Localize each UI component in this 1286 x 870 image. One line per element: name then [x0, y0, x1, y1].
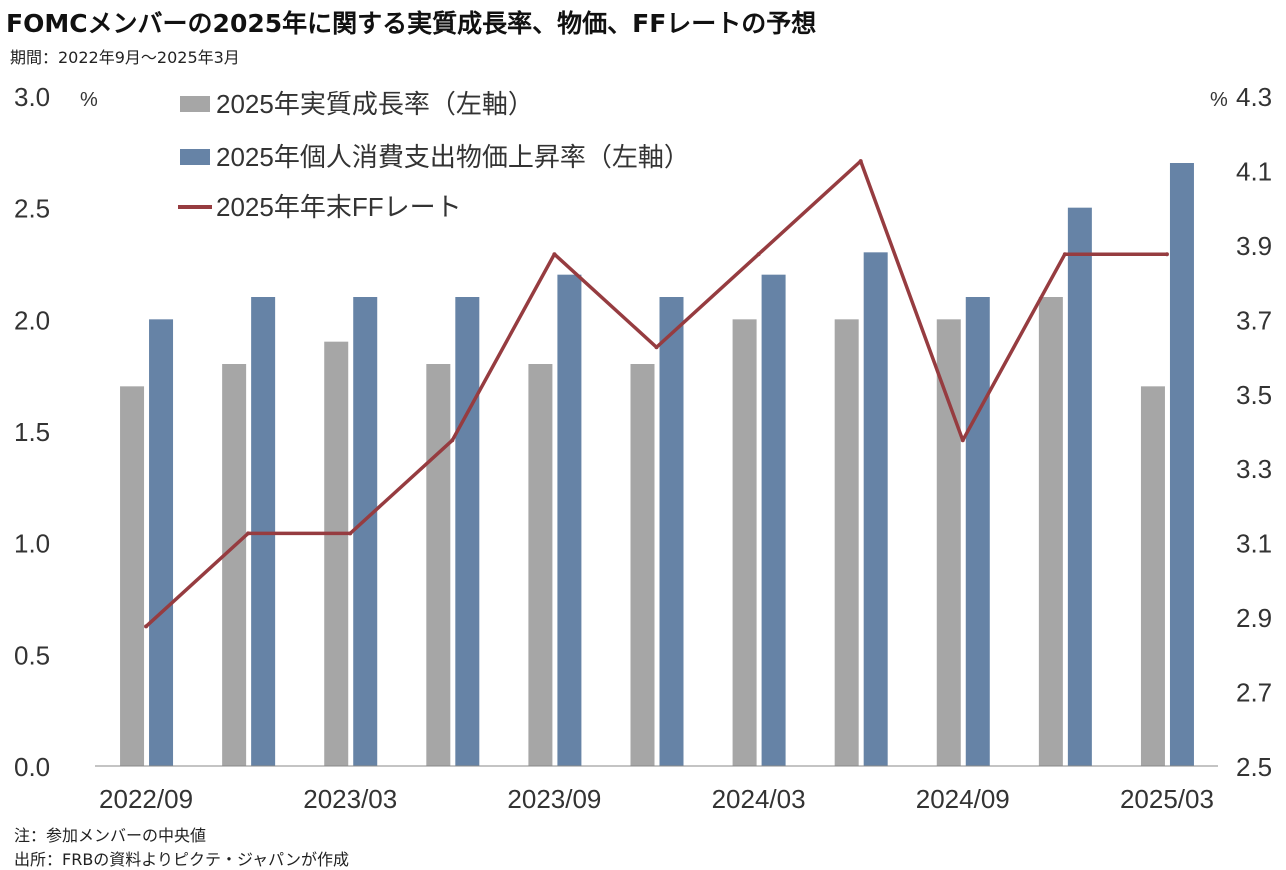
- y-right-tick-label-2: 2.9: [1236, 603, 1272, 633]
- bar-pce-1: [251, 297, 276, 766]
- point-ffrate-5: [654, 345, 659, 350]
- bar-pce-4: [557, 274, 582, 766]
- y-right-tick-label-3: 3.1: [1236, 529, 1272, 559]
- legend-label-0: 2025年実質成長率（左軸）: [216, 89, 534, 119]
- x-tick-label-2: 2023/09: [507, 784, 601, 814]
- bar-gdp-2: [324, 341, 349, 766]
- bar-gdp-0: [120, 386, 145, 766]
- legend-label-2: 2025年年末FFレート: [216, 192, 462, 222]
- y-right-tick-label-7: 3.9: [1236, 231, 1272, 261]
- y-left-tick-label-3: 1.5: [14, 417, 50, 447]
- bars-layer: [120, 163, 1194, 767]
- bar-pce-7: [863, 252, 888, 767]
- y-right-tick-label-9: 4.3: [1236, 82, 1272, 112]
- bar-pce-10: [1169, 163, 1194, 766]
- point-ffrate-0: [144, 624, 149, 629]
- line-ffrate: [144, 159, 1167, 628]
- bar-pce-5: [659, 297, 684, 766]
- bar-gdp-5: [630, 364, 655, 766]
- x-tick-label-0: 2022/09: [99, 784, 193, 814]
- bar-pce-6: [761, 274, 786, 766]
- y-left-tick-label-5: 2.5: [14, 194, 50, 224]
- y-right-tick-label-0: 2.5: [1236, 752, 1272, 782]
- bar-pce-8: [965, 297, 990, 766]
- y-left-tick-label-1: 0.5: [14, 640, 50, 670]
- x-tick-label-5: 2025/03: [1120, 784, 1214, 814]
- legend-swatch-1: [180, 149, 210, 165]
- point-ffrate-3: [450, 438, 455, 443]
- y-right-tick-label-5: 3.5: [1236, 380, 1272, 410]
- chart-title: FOMCメンバーの2025年に関する実質成長率、物価、FFレートの予想: [6, 9, 817, 38]
- point-ffrate-1: [246, 531, 251, 536]
- bar-pce-2: [353, 297, 378, 766]
- bar-gdp-8: [936, 319, 961, 766]
- point-ffrate-10: [1164, 252, 1169, 257]
- point-ffrate-4: [552, 252, 557, 257]
- y-left-tick-label-0: 0.0: [14, 752, 50, 782]
- bar-gdp-10: [1140, 386, 1165, 766]
- point-ffrate-7: [858, 159, 863, 164]
- source-note: 出所：FRBの資料よりピクテ・ジャパンが作成: [14, 850, 349, 869]
- point-ffrate-9: [1062, 252, 1067, 257]
- point-ffrate-8: [960, 438, 965, 443]
- chart-subtitle: 期間：2022年9月～2025年3月: [10, 48, 240, 67]
- bar-pce-9: [1067, 207, 1092, 766]
- legend-label-1: 2025年個人消費支出物価上昇率（左軸）: [216, 142, 690, 172]
- bar-gdp-6: [732, 319, 757, 766]
- x-tick-label-1: 2023/03: [303, 784, 397, 814]
- y-right-tick-label-1: 2.7: [1236, 678, 1272, 708]
- y-right-tick-label-8: 4.1: [1236, 156, 1272, 186]
- x-tick-label-3: 2024/03: [712, 784, 806, 814]
- point-ffrate-2: [348, 531, 353, 536]
- x-tick-label-4: 2024/09: [916, 784, 1010, 814]
- y-right-tick-label-4: 3.3: [1236, 454, 1272, 484]
- line-layer: [144, 159, 1169, 629]
- y-left-unit: %: [80, 89, 98, 111]
- axes-layer: 0.0 0.5 1.0 1.5 2.0 2.5 3.0 % 2.5 2.7 2.9 3.1 3.3 3.5…: [14, 82, 1272, 814]
- bar-gdp-9: [1038, 297, 1063, 766]
- y-right-tick-label-6: 3.7: [1236, 305, 1272, 335]
- bar-gdp-1: [222, 364, 247, 766]
- point-ffrate-6: [756, 252, 761, 257]
- bar-gdp-4: [528, 364, 553, 766]
- bar-pce-3: [455, 297, 480, 766]
- y-left-tick-label-4: 2.0: [14, 305, 50, 335]
- y-right-unit: %: [1210, 89, 1228, 111]
- bar-gdp-3: [426, 364, 451, 766]
- bar-pce-0: [149, 319, 174, 766]
- legend: 2025年実質成長率（左軸） 2025年個人消費支出物価上昇率（左軸） 2025年年…: [178, 89, 690, 222]
- legend-swatch-0: [180, 96, 210, 112]
- y-left-tick-label-2: 1.0: [14, 529, 50, 559]
- footnote: 注：参加メンバーの中央値: [14, 826, 207, 845]
- y-left-tick-label-6: 3.0: [14, 82, 50, 112]
- bar-gdp-7: [834, 319, 859, 766]
